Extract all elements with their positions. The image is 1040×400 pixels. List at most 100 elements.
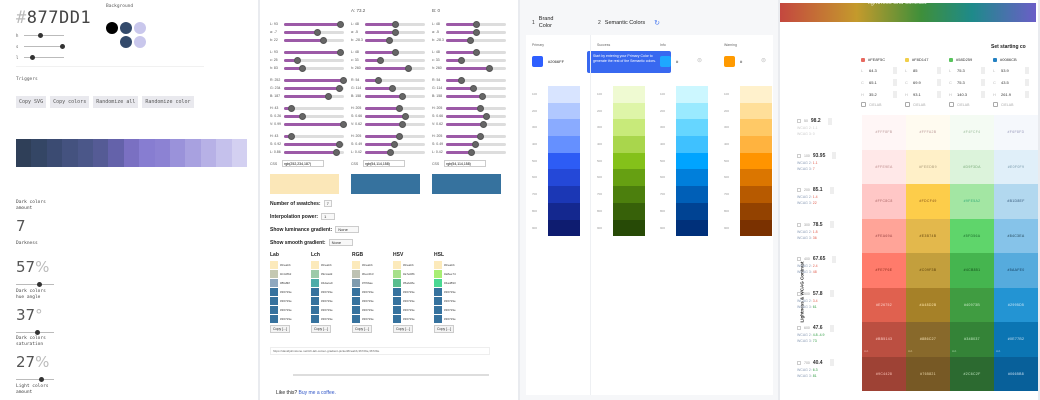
slider-track[interactable] — [24, 32, 64, 38]
channel-slider[interactable]: L: 0.42 — [432, 148, 510, 156]
slider-knob[interactable] — [288, 104, 296, 112]
row-lightness[interactable]: 98.2 — [810, 118, 821, 124]
row-lightness[interactable]: 78.5 — [812, 221, 823, 228]
channel-slider[interactable]: h: 260 — [432, 64, 510, 72]
scale-cell[interactable] — [676, 119, 708, 137]
slider-track[interactable] — [446, 64, 506, 72]
slider-knob[interactable] — [477, 104, 485, 112]
color-swatch-input[interactable] — [660, 56, 671, 67]
lightness-input[interactable]: 700 40.4 — [797, 359, 857, 367]
palette-cell[interactable]: #BB5143 AA — [862, 322, 906, 357]
lch-field-c[interactable]: C 75.3 — [949, 76, 993, 88]
css-input[interactable] — [282, 160, 325, 167]
palette-cell[interactable]: #40973B — [950, 287, 994, 322]
slider-track[interactable] — [446, 104, 506, 112]
stat-slider[interactable] — [16, 282, 54, 287]
lch-field-l[interactable]: L 53.9 — [993, 64, 1037, 76]
scale-cell[interactable] — [613, 102, 645, 120]
slider-track[interactable] — [365, 120, 425, 128]
scale-cell[interactable] — [740, 202, 772, 220]
slider-knob[interactable] — [336, 84, 344, 92]
slider-track[interactable] — [284, 56, 344, 64]
slider-knob[interactable] — [314, 28, 321, 36]
slider-knob[interactable] — [299, 64, 306, 72]
row-lightness[interactable]: 85.1 — [812, 187, 823, 193]
slider-track[interactable] — [365, 112, 425, 120]
palette-cell[interactable]: #A48D2B — [906, 287, 950, 322]
slider-track[interactable] — [365, 64, 425, 72]
channel-slider[interactable]: b: 22 — [270, 36, 348, 44]
scale-cell[interactable] — [740, 219, 772, 237]
palette-cell[interactable]: #D9F3DA — [950, 149, 994, 184]
css-input[interactable] — [444, 160, 487, 167]
scale-cell[interactable] — [613, 219, 645, 237]
slider-track[interactable] — [365, 36, 425, 44]
palette-cell[interactable]: #FEEDB9 — [906, 149, 950, 184]
num-swatches-input[interactable]: 7 — [323, 200, 332, 207]
channel-slider[interactable]: B: 187 — [270, 92, 348, 100]
channel-slider[interactable]: L: 93 — [270, 20, 348, 28]
slider-track[interactable] — [365, 92, 425, 100]
channel-slider[interactable]: c: 33 — [351, 56, 429, 64]
channel-slider[interactable]: L: 0.86 — [270, 148, 348, 156]
slider-knob[interactable] — [336, 20, 344, 28]
checkbox[interactable] — [993, 102, 998, 107]
slider-knob[interactable] — [374, 76, 382, 84]
scale-cell[interactable] — [676, 152, 708, 170]
palette-cell[interactable]: #F4FCF4 — [950, 115, 994, 150]
palette-cell[interactable]: #84C3EA — [994, 218, 1038, 253]
slider-knob[interactable] — [392, 20, 399, 28]
background-swatch[interactable] — [134, 36, 146, 48]
slider-knob[interactable] — [336, 48, 344, 56]
slider-track[interactable] — [446, 48, 506, 56]
lch-field-l[interactable]: L 85 — [905, 64, 949, 76]
lch-field-h[interactable]: H 93.1 — [905, 88, 949, 100]
channel-slider[interactable]: B: 158 — [432, 92, 510, 100]
slider-knob[interactable] — [60, 43, 65, 49]
checkbox[interactable] — [949, 102, 954, 107]
palette-cell[interactable]: #E26752 — [862, 287, 906, 322]
channel-slider[interactable]: S: 0.26 — [270, 112, 348, 120]
checkbox[interactable] — [905, 102, 910, 107]
channel-slider[interactable]: L: 48 — [351, 48, 429, 56]
slider-knob[interactable] — [473, 48, 480, 56]
slider-track[interactable] — [446, 20, 506, 28]
stat-slider[interactable] — [16, 330, 54, 335]
channel-slider[interactable]: L: 93 — [270, 48, 348, 56]
spinner[interactable] — [893, 78, 897, 86]
channel-slider[interactable]: R: 252 — [270, 76, 348, 84]
spinner[interactable] — [829, 221, 834, 228]
step-tab-1[interactable]: 1 Brand Color — [532, 16, 592, 30]
spinner[interactable] — [937, 66, 941, 74]
copy-button[interactable]: Copy [...] — [352, 325, 373, 333]
hsl-slider-s[interactable]: s — [16, 42, 65, 50]
hsl-slider-l[interactable]: l — [16, 53, 64, 61]
channel-slider[interactable]: a: -7 — [270, 28, 348, 36]
slider-track[interactable] — [446, 140, 506, 148]
channel-slider[interactable]: h: 83 — [270, 64, 348, 72]
scale-cell[interactable] — [740, 152, 772, 170]
buy-coffee-link[interactable]: Buy me a coffee. — [298, 390, 336, 396]
slider-knob[interactable] — [399, 120, 407, 128]
palette-cell[interactable]: #348037 AA — [950, 322, 994, 357]
slider-track[interactable] — [446, 56, 506, 64]
palette-cell[interactable]: #0E77B2 AA — [994, 322, 1038, 357]
channel-slider[interactable]: a: -5 — [351, 28, 429, 36]
slider-track[interactable] — [365, 76, 425, 84]
channel-slider[interactable]: G: 114 — [432, 84, 510, 92]
slider-track[interactable] — [284, 48, 344, 56]
slider-track[interactable] — [284, 112, 344, 120]
spinner[interactable] — [829, 359, 834, 366]
color-hex-input[interactable]: # — [676, 59, 679, 64]
spinner[interactable] — [981, 66, 985, 74]
lch-field-h[interactable]: H 35.2 — [861, 88, 905, 100]
scale-cell[interactable] — [613, 152, 645, 170]
background-swatch[interactable] — [134, 22, 146, 34]
spinner[interactable] — [829, 324, 834, 332]
slider-knob[interactable] — [391, 140, 399, 148]
palette-cell[interactable]: #FEA69A — [862, 218, 906, 253]
scale-cell[interactable] — [548, 86, 580, 103]
channel-slider[interactable]: G: 234 — [270, 84, 348, 92]
palette-cell[interactable]: #C09F3B — [906, 253, 950, 288]
palette-cell[interactable]: #5FD56A — [950, 218, 994, 253]
